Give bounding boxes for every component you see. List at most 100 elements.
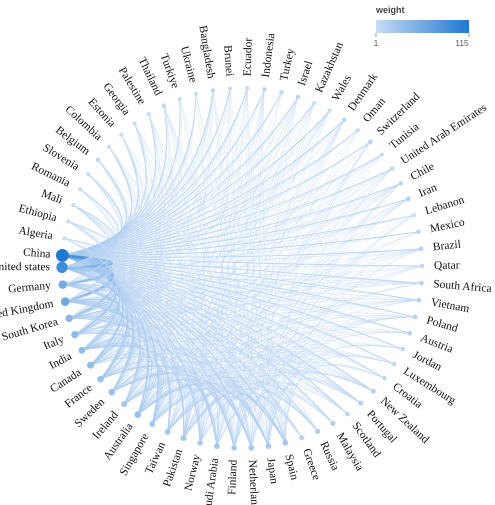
- chord-link: [62, 93, 197, 285]
- node-spain[interactable]: [282, 439, 289, 446]
- node-australia[interactable]: [134, 411, 141, 418]
- chord-link: [64, 238, 118, 335]
- node-romania[interactable]: [78, 187, 83, 192]
- chord-link: [137, 377, 173, 425]
- node-croatia[interactable]: [382, 375, 387, 381]
- node-algeria[interactable]: [62, 236, 67, 241]
- node-kazakhstan[interactable]: [312, 101, 317, 106]
- node-label: Brazil: [432, 239, 461, 254]
- node-south-korea[interactable]: [65, 314, 73, 323]
- node-canada[interactable]: [86, 361, 95, 369]
- node-belgium[interactable]: [95, 157, 101, 163]
- chord-link: [65, 99, 181, 302]
- chord-link: [64, 238, 129, 380]
- node-georgia[interactable]: [132, 121, 137, 126]
- chord-link: [62, 284, 269, 447]
- chord-link: [268, 214, 415, 447]
- node-jordan[interactable]: [400, 346, 405, 352]
- node-denmark[interactable]: [341, 117, 347, 123]
- node-ethiopia[interactable]: [66, 219, 71, 224]
- node-turkey[interactable]: [279, 90, 284, 95]
- node-portugal[interactable]: [358, 400, 364, 406]
- node-france[interactable]: [97, 375, 104, 383]
- node-saudi-arabia[interactable]: [214, 443, 220, 450]
- chord-link: [69, 317, 348, 415]
- node-indonesia[interactable]: [262, 87, 267, 92]
- node-japan[interactable]: [265, 443, 272, 449]
- node-singapore[interactable]: [149, 420, 156, 428]
- node-netherlands[interactable]: [248, 444, 255, 451]
- chord-link: [65, 90, 214, 302]
- node-greece[interactable]: [299, 435, 305, 441]
- node-iran[interactable]: [405, 196, 411, 202]
- chord-link: [81, 311, 416, 351]
- chord-link: [108, 146, 158, 415]
- node-taiwan[interactable]: [164, 428, 171, 435]
- chord-link: [61, 110, 330, 268]
- node-label: Russia: [317, 440, 341, 473]
- node-label: Vietnam: [430, 296, 470, 315]
- chord-link: [62, 129, 358, 285]
- node-israel[interactable]: [295, 94, 301, 100]
- node-china[interactable]: [55, 248, 69, 262]
- node-brazil[interactable]: [418, 246, 424, 252]
- node-tunisia[interactable]: [379, 152, 384, 157]
- node-italy[interactable]: [71, 330, 79, 339]
- node-wales[interactable]: [327, 108, 332, 113]
- node-mexico[interactable]: [416, 229, 421, 235]
- node-luxembourg[interactable]: [391, 361, 397, 367]
- node-ukraine[interactable]: [194, 91, 199, 96]
- node-label: Poland: [425, 315, 459, 335]
- node-india[interactable]: [78, 346, 86, 354]
- node-switzerland[interactable]: [368, 139, 373, 145]
- node-qatar[interactable]: [419, 263, 425, 269]
- node-mali[interactable]: [71, 203, 76, 208]
- chord-link: [100, 352, 374, 392]
- node-scotland[interactable]: [345, 411, 350, 417]
- node-bangladesh[interactable]: [210, 88, 216, 93]
- node-russia[interactable]: [315, 428, 321, 434]
- chord-link: [163, 105, 195, 439]
- node-palestine[interactable]: [146, 111, 151, 117]
- chord-link: [100, 365, 252, 448]
- node-ecuador[interactable]: [245, 86, 250, 91]
- node-chile[interactable]: [398, 181, 404, 186]
- node-ireland[interactable]: [121, 401, 128, 408]
- node-turkiye[interactable]: [177, 97, 182, 102]
- node-finland[interactable]: [231, 445, 237, 451]
- node-united-states[interactable]: [56, 261, 68, 274]
- chord-link: [69, 317, 142, 405]
- chord-link: [111, 371, 187, 439]
- node-united-kingdom[interactable]: [60, 297, 70, 306]
- node-label: Mexico: [429, 216, 466, 235]
- node-oman[interactable]: [355, 128, 360, 133]
- node-sweden[interactable]: [108, 388, 115, 396]
- node-poland[interactable]: [412, 314, 418, 320]
- chord-link: [111, 372, 201, 444]
- node-slovenia[interactable]: [86, 172, 91, 177]
- node-label: Indonesia: [260, 32, 278, 78]
- node-new-zealand[interactable]: [370, 388, 376, 394]
- legend-title: weight: [375, 5, 405, 15]
- node-norway[interactable]: [197, 440, 203, 446]
- node-thailand[interactable]: [161, 103, 167, 109]
- node-united-arab-emirates[interactable]: [389, 166, 395, 171]
- chord-link: [61, 119, 345, 268]
- chord-link: [62, 214, 415, 285]
- chord-link: [90, 349, 147, 405]
- node-germany[interactable]: [58, 280, 68, 289]
- chord-nodes: [55, 86, 425, 451]
- node-pakistan[interactable]: [180, 435, 187, 442]
- node-label: Qatar: [434, 260, 460, 272]
- node-estonia[interactable]: [119, 132, 124, 137]
- node-austria[interactable]: [407, 330, 413, 336]
- chord-links: [61, 87, 423, 448]
- node-south-africa[interactable]: [419, 280, 424, 286]
- node-brunei[interactable]: [228, 86, 233, 91]
- chord-link: [62, 88, 248, 285]
- node-lebanon[interactable]: [412, 213, 417, 218]
- node-vietnam[interactable]: [416, 297, 422, 303]
- node-malaysia[interactable]: [330, 420, 336, 426]
- node-colombia[interactable]: [106, 144, 112, 149]
